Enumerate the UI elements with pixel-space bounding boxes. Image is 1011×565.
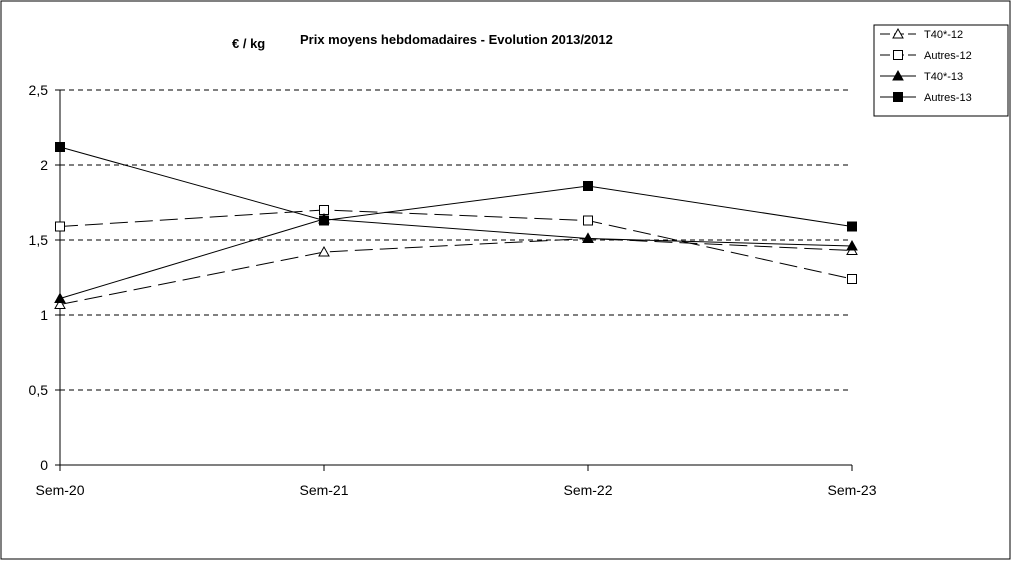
legend-marker-t40-13 — [892, 69, 904, 81]
legend: T40*-12 Autres-12 T40*-13 Autres-13 — [873, 24, 1009, 117]
unit-label: € / kg — [232, 36, 265, 51]
y-tick-label-5: 2,5 — [29, 82, 49, 98]
data-point-autres-12-0 — [55, 221, 65, 232]
legend-label-t40-12: T40*-12 — [924, 29, 963, 41]
data-point-autres-12-3 — [847, 274, 857, 284]
data-point-t40-13-2 — [582, 232, 594, 243]
data-point-t40-12-1 — [318, 245, 330, 257]
data-point-autres-12-2 — [583, 215, 593, 226]
chart-title: Prix moyens hebdomadaires - Evolution 20… — [300, 32, 613, 47]
legend-marker-autres-13 — [893, 92, 903, 102]
series-group — [54, 142, 858, 309]
legend-entry-autres-12: Autres-12 — [880, 50, 972, 62]
axes — [55, 89, 853, 471]
y-tick-label-4: 2 — [40, 157, 48, 173]
x-tick-label-0: Sem-20 — [35, 482, 84, 498]
data-point-t40-13-3 — [846, 239, 858, 251]
gridlines — [60, 89, 852, 391]
data-point-t40-13-0 — [54, 292, 66, 303]
x-tick-label-1: Sem-21 — [299, 482, 348, 498]
tick-labels: 0 0,5 1 1,5 2 2,5 Sem-20 Sem-21 Sem-22 Sem-23 — [29, 82, 877, 498]
y-tick-label-1: 0,5 — [29, 382, 49, 398]
legend-label-autres-13: Autres-13 — [924, 92, 972, 104]
data-point-t40-12-0 — [54, 298, 66, 309]
x-tick-label-2: Sem-22 — [563, 482, 612, 498]
data-point-autres-13-2 — [583, 181, 593, 191]
legend-entry-t40-12: T40*-12 — [880, 27, 963, 41]
legend-entry-autres-13: Autres-13 — [880, 92, 972, 104]
y-tick-label-3: 1,5 — [29, 232, 49, 248]
series-autres-13 — [55, 142, 857, 232]
series-line-autres-12 — [59, 209, 853, 280]
data-point-autres-13-3 — [847, 221, 857, 232]
data-point-autres-13-0 — [55, 142, 65, 152]
series-line-t40-13 — [59, 218, 853, 299]
legend-marker-t40-12 — [892, 27, 904, 39]
series-line-autres-13 — [59, 146, 853, 227]
y-tick-label-0: 0 — [40, 457, 48, 473]
legend-label-autres-12: Autres-12 — [924, 50, 972, 62]
legend-entry-t40-13: T40*-13 — [880, 69, 963, 83]
legend-marker-autres-12 — [893, 50, 903, 60]
x-tick-label-3: Sem-23 — [827, 482, 876, 498]
legend-label-t40-13: T40*-13 — [924, 71, 963, 83]
y-tick-label-2: 1 — [40, 307, 48, 323]
data-point-autres-13-1 — [319, 215, 329, 226]
series-line-t40-12 — [59, 237, 853, 305]
